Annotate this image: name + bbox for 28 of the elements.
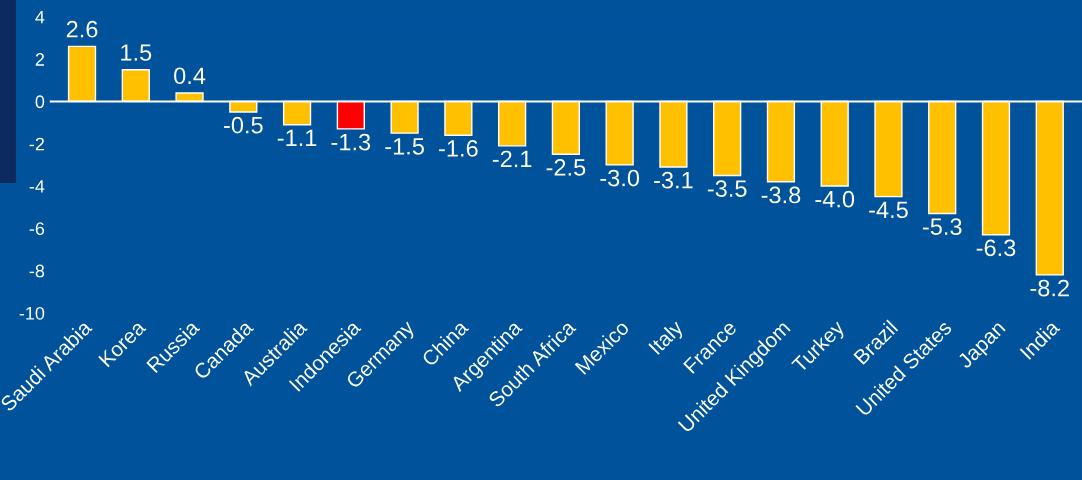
y-tick-label: 2	[35, 53, 45, 66]
data-label: -3.5	[707, 180, 747, 197]
y-tick-label: 0	[35, 95, 45, 109]
y-tick-label: -8	[29, 264, 45, 278]
data-label: -6.3	[976, 239, 1016, 257]
y-tick-label: -6	[29, 222, 45, 236]
data-label: -2.1	[492, 150, 532, 168]
data-label: -1.1	[277, 129, 317, 146]
data-label: -4.0	[815, 190, 855, 208]
data-label: 0.4	[174, 67, 206, 85]
data-label: 1.5	[121, 44, 152, 61]
data-label: -0.5	[224, 116, 263, 134]
data-label: 2.6	[66, 20, 98, 38]
data-label: -8.2	[1030, 279, 1069, 297]
y-tick-label: 4	[35, 10, 45, 24]
data-label: -1.5	[385, 138, 424, 155]
y-tick-label: -10	[19, 306, 45, 320]
x-tick-label: Italy	[647, 318, 688, 358]
y-tick-label: -4	[29, 180, 45, 193]
data-label: -2.5	[546, 159, 586, 176]
data-label: -1.3	[331, 133, 371, 151]
data-label: -3.1	[654, 171, 693, 189]
data-label: -3.0	[600, 169, 640, 187]
y-tick-label: -2	[29, 137, 45, 151]
data-label: -3.8	[761, 186, 801, 204]
data-label: -5.3	[922, 218, 962, 236]
data-label: -1.6	[439, 140, 478, 157]
data-label: -4.5	[869, 201, 908, 219]
